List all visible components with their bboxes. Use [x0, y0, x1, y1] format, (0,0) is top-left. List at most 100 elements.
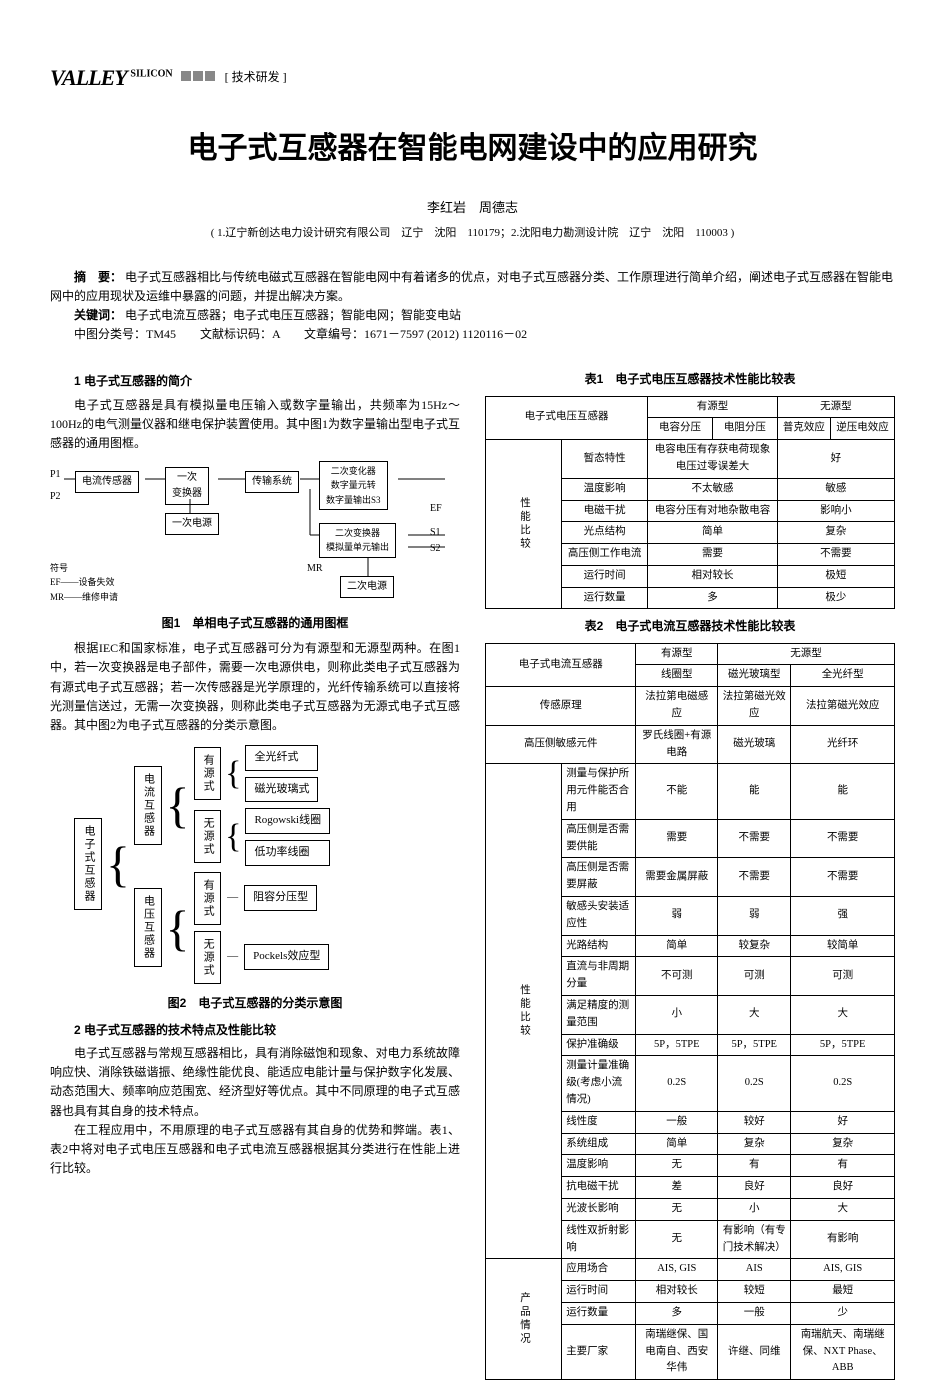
table-cell: 不太敏感 [648, 478, 778, 500]
tree-leaf: Pockels效应型 [244, 944, 329, 970]
table-cell: AIS, GIS [791, 1259, 895, 1281]
header-section-tag: [ 技术研发 ] [225, 68, 287, 87]
table-cell: 一般 [636, 1111, 718, 1133]
table-cell: 法拉第磁光效应 [791, 687, 895, 726]
table-cell: 无 [636, 1155, 718, 1177]
line-icon: — [227, 948, 238, 966]
table-cell: 需要金属屏蔽 [636, 858, 718, 897]
logo-sup: SILICON [130, 69, 172, 80]
abstract-block: 摘 要： 电子式互感器相比与传统电磁式互感器在智能电网中有着诸多的优点，对电子式… [50, 268, 895, 345]
table-cell: 可测 [718, 957, 791, 996]
table-cell: 不需要 [718, 858, 791, 897]
table-cell: 敏感 [777, 478, 894, 500]
table-cell: 不需要 [777, 544, 894, 566]
table-row-key: 线性度 [562, 1111, 636, 1133]
table-cell: 电容电压有存获电荷现象 电压过零误差大 [648, 440, 778, 479]
table2: 电子式电流互感器 有源型 无源型 线圈型 磁光玻璃型 全光纤型 传感原理 法拉第… [485, 643, 895, 1380]
table-cell: 有影响（有专门技术解决） [718, 1220, 791, 1259]
table-cell: 极短 [777, 565, 894, 587]
table-row-key: 高压侧是否需要屏蔽 [562, 858, 636, 897]
table1-header-active: 有源型 [648, 396, 778, 418]
table-row-key: 暂态特性 [562, 440, 648, 479]
table-cell: 0.2S [791, 1056, 895, 1111]
table-cell: 不需要 [791, 858, 895, 897]
table1-sub: 电容分压 [648, 418, 713, 440]
table-cell: 简单 [636, 1133, 718, 1155]
table-cell: 能 [718, 764, 791, 819]
table-cell: 差 [636, 1177, 718, 1199]
fig1-primary-ps: 一次电源 [165, 513, 219, 535]
keywords-text: 电子式电流互感器；电子式电压互感器；智能电网；智能变电站 [125, 308, 461, 322]
table-row-key: 满足精度的测量范围 [562, 996, 636, 1035]
brace-icon: { [225, 823, 241, 850]
tree-root: 电子式互感器 [74, 818, 102, 910]
table2-header-active: 有源型 [636, 643, 718, 665]
table-cell: 需要 [648, 544, 778, 566]
table-cell: 有影响 [791, 1220, 895, 1259]
table-row-key: 光点结构 [562, 522, 648, 544]
table-row-key: 保护准确级 [562, 1034, 636, 1056]
tree-leaf: Rogowski线圈 [245, 808, 330, 834]
table-cell: 不能 [636, 764, 718, 819]
fig1-ef-label: EF [430, 501, 442, 517]
table-cell: 南瑞航天、南瑞继保、NXT Phase、ABB [791, 1324, 895, 1379]
classification-line: 中图分类号：TM45 文献标识码：A 文章编号：1671－7597 (2012)… [50, 325, 895, 344]
left-column: 1 电子式互感器的简介 电子式互感器是具有模拟量电压输入或数字量输出，共频率为1… [50, 364, 460, 1388]
table-cell: 多 [636, 1302, 718, 1324]
table-row-key: 测量与保护所用元件能否合用 [562, 764, 636, 819]
tree-passive: 无源式 [194, 810, 222, 863]
table-cell: 复杂 [718, 1133, 791, 1155]
keywords-label: 关键词： [74, 308, 122, 322]
fig1-secondary-ps: 二次电源 [340, 576, 394, 598]
table-cell: 最短 [791, 1281, 895, 1303]
table-row-key: 抗电磁干扰 [562, 1177, 636, 1199]
tree-active: 有源式 [194, 747, 222, 800]
header-decor-bars [181, 68, 217, 87]
logo: VALLEY SILICON [50, 60, 173, 95]
table2-header-main: 电子式电流互感器 [486, 643, 636, 687]
figure1-diagram: P1 P2 电流传感器 一次 变换器 传输系统 二次变化器 数字量元转 数字量输… [50, 461, 460, 606]
table1-header-main: 电子式电压互感器 [486, 396, 648, 440]
table-row-key: 电磁干扰 [562, 500, 648, 522]
table-cell: 大 [791, 996, 895, 1035]
fig1-legend2: MR——维修申请 [50, 590, 118, 604]
table2-caption: 表2 电子式电流互感器技术性能比较表 [485, 617, 895, 636]
table-cell: 5P，5TPE [791, 1034, 895, 1056]
table1-caption: 表1 电子式电压互感器技术性能比较表 [485, 370, 895, 389]
tree-leaf: 全光纤式 [245, 745, 318, 771]
abstract-label: 摘 要： [74, 270, 122, 284]
table-cell: 许继、同维 [718, 1324, 791, 1379]
table1-sub: 逆压电效应 [830, 418, 894, 440]
table-cell: 5P，5TPE [636, 1034, 718, 1056]
table-cell: 法拉第电磁感应 [636, 687, 718, 726]
table-cell: 无 [636, 1220, 718, 1259]
table-cell: 较简单 [791, 935, 895, 957]
table-row-key: 光波长影响 [562, 1198, 636, 1220]
table-cell: 小 [636, 996, 718, 1035]
table-cell: 无 [636, 1198, 718, 1220]
tree-voltage: 电压互感器 [134, 888, 162, 967]
tree-leaf: 磁光玻璃式 [245, 777, 318, 803]
table1-rowcat: 性能比较 [486, 440, 562, 609]
brace-icon: { [166, 908, 190, 948]
table2-header-passive: 无源型 [718, 643, 895, 665]
table-cell: 不需要 [791, 819, 895, 858]
section1-title: 1 电子式互感器的简介 [50, 372, 460, 391]
table-row-key: 传感原理 [486, 687, 636, 726]
line-icon: — [227, 889, 238, 907]
fig1-mr-label: MR [307, 561, 323, 577]
article-affiliation: ( 1.辽宁新创达电力设计研究有限公司 辽宁 沈阳 110179；2.沈阳电力勘… [50, 225, 895, 243]
table-row-key: 测量计量准确级(考虑小流情况) [562, 1056, 636, 1111]
fig1-transmission: 传输系统 [245, 471, 299, 493]
table-cell: 良好 [791, 1177, 895, 1199]
table-cell: 多 [648, 587, 778, 609]
section2-title: 2 电子式互感器的技术特点及性能比较 [50, 1021, 460, 1040]
table-cell: 简单 [636, 935, 718, 957]
fig1-p1-label: P1 [50, 467, 61, 483]
table-cell: 不需要 [718, 819, 791, 858]
table-row-key: 高压侧敏感元件 [486, 725, 636, 764]
table1-sub: 普克效应 [777, 418, 830, 440]
table-cell: 有 [718, 1155, 791, 1177]
table-cell: 弱 [636, 897, 718, 936]
article-title: 电子式互感器在智能电网建设中的应用研究 [50, 125, 895, 173]
